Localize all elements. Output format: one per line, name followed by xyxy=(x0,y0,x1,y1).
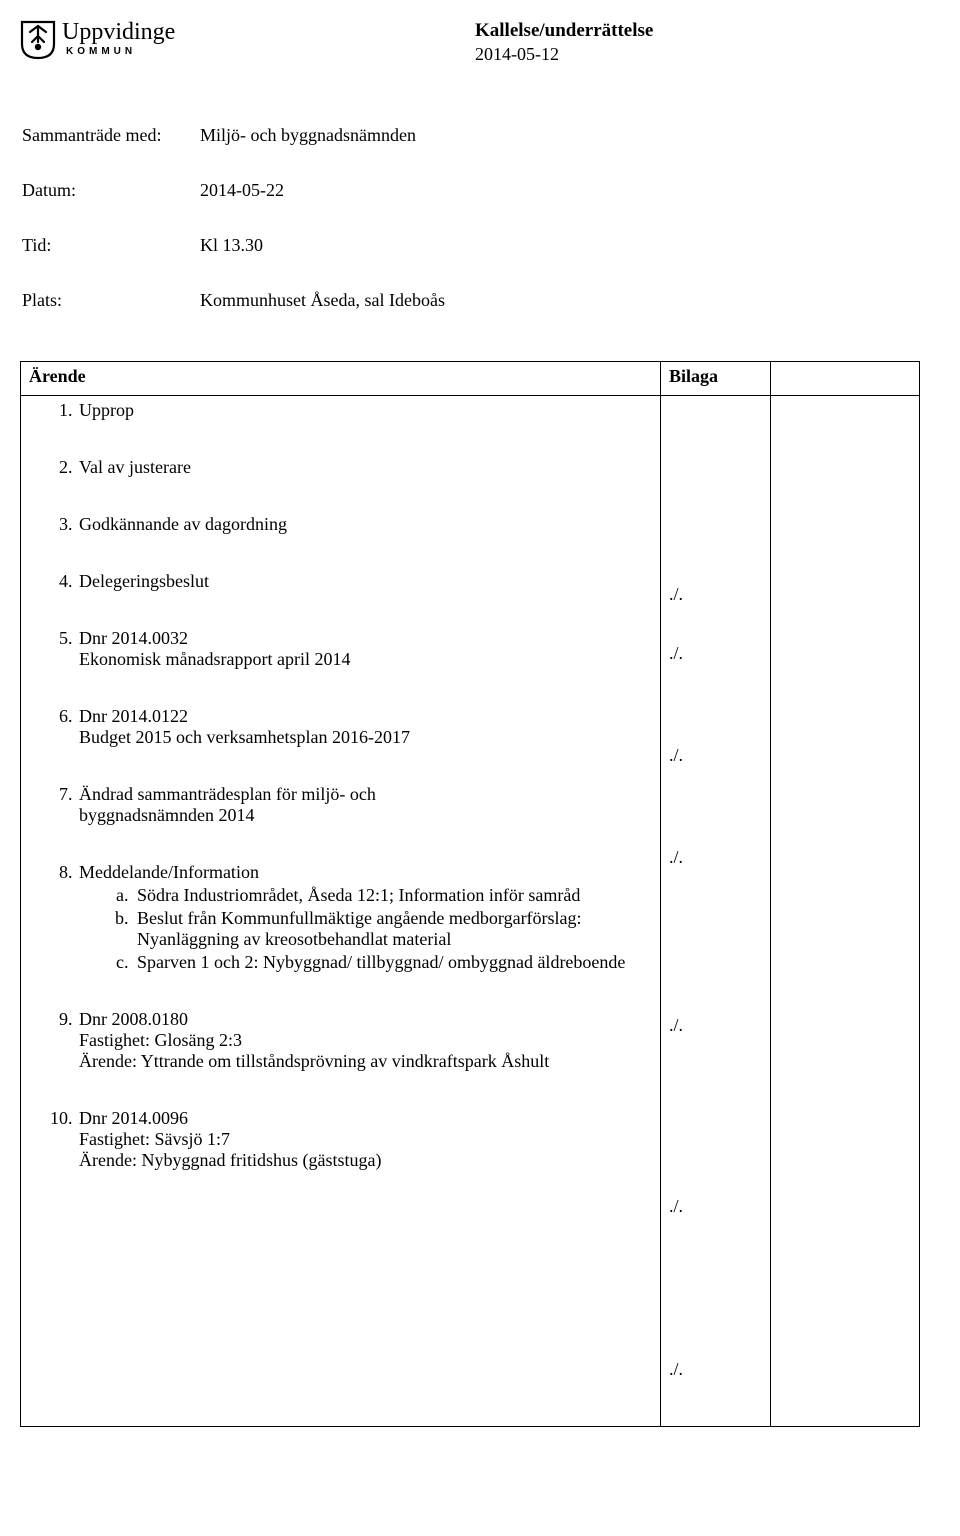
bilaga-mark: ./. xyxy=(669,584,762,606)
meta-value: Kl 13.30 xyxy=(200,235,263,256)
agenda-item: Dnr 2008.0180 Fastighet: Glosäng 2:3 Äre… xyxy=(77,1009,652,1072)
item-text: Meddelande/Information xyxy=(79,862,652,883)
meta-label: Tid: xyxy=(22,235,200,256)
meta-datum: Datum: 2014-05-22 xyxy=(22,180,920,201)
item-text: Val av justerare xyxy=(79,457,191,477)
agenda-item: Delegeringsbeslut xyxy=(77,571,652,592)
meta-value: Miljö- och byggnadsnämnden xyxy=(200,125,416,146)
bilaga-mark: ./. xyxy=(669,745,762,810)
col-blank xyxy=(771,362,920,396)
agenda-table: Ärende Bilaga Upprop Val av justerare Go… xyxy=(20,361,920,1427)
agenda-item: Ändrad sammanträdesplan för miljö- och b… xyxy=(77,784,652,826)
agenda-item: Dnr 2014.0122 Budget 2015 och verksamhet… xyxy=(77,706,652,748)
meta-label: Sammanträde med: xyxy=(22,125,200,146)
item-text: Ärende: Yttrande om tillståndsprövning a… xyxy=(79,1051,652,1072)
doc-date: 2014-05-12 xyxy=(475,44,920,65)
agenda-item: Dnr 2014.0032 Ekonomisk månadsrapport ap… xyxy=(77,628,652,670)
sub-item: Beslut från Kommunfullmäktige angående m… xyxy=(133,908,652,950)
item-text: Ärende: Nybyggnad fritidshus (gäststuga) xyxy=(79,1150,652,1171)
item-text: Fastighet: Sävsjö 1:7 xyxy=(79,1129,652,1150)
sub-list: Södra Industriområdet, Åseda 12:1; Infor… xyxy=(79,885,652,973)
item-text: Ändrad sammanträdesplan för miljö- och xyxy=(79,784,652,805)
bilaga-mark: ./. xyxy=(669,1359,762,1381)
meta-value: 2014-05-22 xyxy=(200,180,284,201)
bilaga-mark: ./. xyxy=(669,1196,762,1322)
table-body-row: Upprop Val av justerare Godkännande av d… xyxy=(21,396,920,1427)
meta-label: Plats: xyxy=(22,290,200,311)
agenda-items-cell: Upprop Val av justerare Godkännande av d… xyxy=(21,396,661,1427)
item-text: byggnadsnämnden 2014 xyxy=(79,805,652,826)
bilaga-cell: ./. ./. ./. ./. ./. ./. ./. xyxy=(661,396,771,1427)
col-arende: Ärende xyxy=(21,362,661,396)
meta-value: Kommunhuset Åseda, sal Ideboås xyxy=(200,290,445,311)
bilaga-mark: ./. xyxy=(669,643,762,708)
item-text: Ekonomisk månadsrapport april 2014 xyxy=(79,649,652,670)
item-text: Dnr 2014.0032 xyxy=(79,628,652,649)
doc-title-block: Kallelse/underrättelse 2014-05-12 xyxy=(475,20,920,65)
agenda-item: Dnr 2014.0096 Fastighet: Sävsjö 1:7 Ären… xyxy=(77,1108,652,1171)
item-text: Upprop xyxy=(79,400,134,420)
page-header: Uppvidinge KOMMUN Kallelse/underrättelse… xyxy=(20,20,920,65)
item-text: Dnr 2014.0096 xyxy=(79,1108,652,1129)
col-bilaga: Bilaga xyxy=(661,362,771,396)
table-header-row: Ärende Bilaga xyxy=(21,362,920,396)
agenda-item: Val av justerare xyxy=(77,457,652,478)
org-name: Uppvidinge xyxy=(62,20,175,44)
sub-item: Sparven 1 och 2: Nybyggnad/ tillbyggnad/… xyxy=(133,952,652,973)
org-subtitle: KOMMUN xyxy=(66,46,175,57)
meta-plats: Plats: Kommunhuset Åseda, sal Ideboås xyxy=(22,290,920,311)
agenda-list: Upprop Val av justerare Godkännande av d… xyxy=(29,400,652,1171)
meta-sammantrade: Sammanträde med: Miljö- och byggnadsnämn… xyxy=(22,125,920,146)
item-text: Delegeringsbeslut xyxy=(79,571,209,591)
org-text: Uppvidinge KOMMUN xyxy=(62,20,175,57)
meta-tid: Tid: Kl 13.30 xyxy=(22,235,920,256)
agenda-item: Godkännande av dagordning xyxy=(77,514,652,535)
item-text: Dnr 2014.0122 xyxy=(79,706,652,727)
agenda-item: Upprop xyxy=(77,400,652,421)
item-text: Fastighet: Glosäng 2:3 xyxy=(79,1030,652,1051)
agenda-item: Meddelande/Information Södra Industriomr… xyxy=(77,862,652,973)
item-text: Dnr 2008.0180 xyxy=(79,1009,652,1030)
bilaga-mark: ./. xyxy=(669,847,762,910)
shield-icon xyxy=(20,20,56,60)
item-text: Budget 2015 och verksamhetsplan 2016-201… xyxy=(79,727,652,748)
meeting-meta: Sammanträde med: Miljö- och byggnadsnämn… xyxy=(22,125,920,311)
blank-cell xyxy=(771,396,920,1427)
item-text: Godkännande av dagordning xyxy=(79,514,287,534)
org-logo-block: Uppvidinge KOMMUN xyxy=(20,20,475,60)
sub-item: Södra Industriområdet, Åseda 12:1; Infor… xyxy=(133,885,652,906)
bilaga-mark: ./. xyxy=(669,1015,762,1159)
meta-label: Datum: xyxy=(22,180,200,201)
doc-type: Kallelse/underrättelse xyxy=(475,20,920,42)
